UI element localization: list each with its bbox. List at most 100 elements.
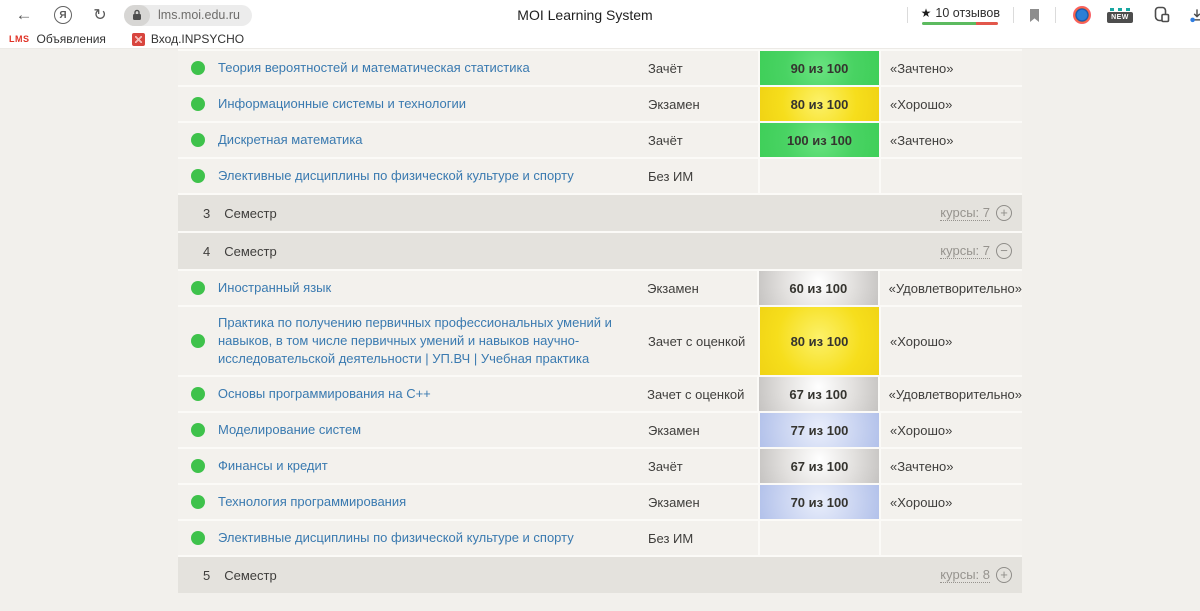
semester-label: Семестр: [224, 567, 277, 583]
rating-bar: [922, 21, 999, 25]
grade-text: «Удовлетворительно»: [888, 386, 1022, 402]
course-link[interactable]: Финансы и кредит: [218, 458, 328, 473]
indicator-cell: [178, 123, 218, 157]
crest-icon: [131, 32, 145, 46]
score-value: 70 из 100: [790, 494, 849, 510]
course-link[interactable]: Дискретная математика: [218, 132, 363, 147]
refresh-icon[interactable]: ↻: [93, 7, 107, 24]
course-title-cell: Элективные дисциплины по физической куль…: [218, 522, 648, 554]
assessment-type: Экзамен: [648, 96, 700, 112]
toolbar-right-cluster: ★ 10 отзывов NEW: [898, 0, 1200, 30]
semester-number: 5: [203, 567, 211, 583]
courses-count-link[interactable]: курсы: 7: [940, 243, 990, 259]
reviews-label: 10 отзывов: [935, 5, 1000, 20]
indicator-cell: [178, 413, 218, 447]
bookmark-item-announcements[interactable]: LMS Объявления: [8, 32, 106, 46]
courses-count-link[interactable]: курсы: 8: [940, 567, 990, 583]
status-dot-icon: [191, 423, 205, 437]
status-dot-icon: [190, 387, 205, 401]
address-bar[interactable]: lms.moi.edu.ru: [124, 4, 252, 26]
course-link[interactable]: Элективные дисциплины по физической куль…: [218, 530, 574, 545]
score-badge: 80 из 100: [758, 87, 881, 121]
lock-icon[interactable]: [124, 4, 150, 26]
score-value: 67 из 100: [790, 458, 849, 474]
assessment-type: Без ИМ: [648, 168, 694, 184]
score-badge: 70 из 100: [758, 485, 881, 519]
page-title: MOI Learning System: [517, 7, 653, 23]
url-text: lms.moi.edu.ru: [158, 8, 240, 22]
indicator-cell: [178, 307, 218, 375]
back-icon[interactable]: ←: [15, 5, 33, 24]
course-title-cell: Дискретная математика: [218, 124, 648, 156]
expand-toggle-icon[interactable]: +: [996, 567, 1012, 583]
expand-toggle-icon[interactable]: −: [996, 243, 1012, 259]
status-dot-icon: [191, 459, 205, 473]
semester-header-row: 3 Семестр курсы: 7 +: [178, 193, 1022, 231]
semester-label: Семестр: [224, 243, 277, 259]
score-badge: 67 из 100: [756, 377, 880, 411]
bookmarks-bar: LMS Объявления Вход.INPSYCHO: [0, 30, 1200, 49]
course-title-cell: Практика по получению первичных професси…: [218, 307, 648, 375]
status-dot-icon: [191, 61, 205, 75]
course-title-cell: Финансы и кредит: [218, 450, 648, 482]
expand-toggle-icon[interactable]: +: [996, 205, 1012, 221]
bookmark-item-inpsycho[interactable]: Вход.INPSYCHO: [131, 32, 244, 46]
grade-text: «Хорошо»: [890, 333, 953, 349]
screenshot-new-icon[interactable]: NEW: [1107, 7, 1133, 23]
grades-table: Теория вероятностей и математическая ста…: [178, 49, 1022, 593]
score-value: 80 из 100: [790, 96, 849, 112]
download-icon[interactable]: [1190, 5, 1200, 25]
reviews-rating[interactable]: ★ 10 отзывов: [921, 6, 1000, 25]
course-link[interactable]: Теория вероятностей и математическая ста…: [218, 60, 530, 75]
course-title-cell: Основы программирования на C++: [218, 378, 647, 410]
course-link[interactable]: Информационные системы и технологии: [218, 96, 466, 111]
course-title-cell: Моделирование систем: [218, 414, 648, 446]
assessment-type: Без ИМ: [648, 530, 694, 546]
table-row: Технология программирования Экзамен 70 и…: [178, 483, 1022, 519]
courses-count-link[interactable]: курсы: 7: [940, 205, 990, 221]
assessment-type: Зачет с оценкой: [648, 333, 746, 349]
course-title-cell: Информационные системы и технологии: [218, 88, 648, 120]
table-row: Элективные дисциплины по физической куль…: [178, 519, 1022, 555]
grade-text: «Хорошо»: [890, 422, 953, 438]
course-title-cell: Технология программирования: [218, 486, 648, 518]
status-dot-icon: [191, 531, 205, 545]
score-value: 80 из 100: [790, 333, 849, 349]
table-row: Теория вероятностей и математическая ста…: [178, 49, 1022, 85]
status-dot-icon: [190, 281, 205, 295]
course-link[interactable]: Практика по получению первичных професси…: [218, 315, 612, 366]
grade-text: «Зачтено»: [890, 132, 954, 148]
bookmark-flag-icon[interactable]: [1029, 8, 1040, 23]
table-row: Дискретная математика Зачёт 100 из 100 «…: [178, 121, 1022, 157]
course-link[interactable]: Иностранный язык: [217, 280, 332, 295]
hand-icon[interactable]: [1151, 6, 1172, 24]
indicator-cell: [178, 87, 218, 121]
assessment-type: Экзамен: [648, 494, 700, 510]
course-link[interactable]: Основы программирования на C++: [217, 386, 431, 401]
table-row: Информационные системы и технологии Экза…: [178, 85, 1022, 121]
assessment-type: Зачёт: [648, 132, 683, 148]
semester-right-cluster: курсы: 7 +: [940, 205, 1012, 221]
course-title-cell: Элективные дисциплины по физической куль…: [218, 160, 648, 192]
status-dot-icon: [191, 169, 205, 183]
teal-dashes-icon: [1110, 7, 1130, 11]
divider: [906, 7, 908, 23]
score-badge: 60 из 100: [756, 271, 880, 305]
score-badge: [758, 521, 881, 555]
semester-header-row: 4 Семестр курсы: 7 −: [178, 231, 1022, 269]
semester-header-row: 5 Семестр курсы: 8 +: [178, 555, 1022, 593]
yandex-icon[interactable]: Я: [54, 6, 72, 24]
course-link[interactable]: Моделирование систем: [218, 422, 362, 437]
grade-text: «Зачтено»: [890, 458, 954, 474]
divider: [1013, 7, 1014, 23]
score-value: 100 из 100: [786, 132, 853, 148]
score-badge: 80 из 100: [758, 307, 881, 375]
profile-avatar-icon[interactable]: [1073, 6, 1091, 24]
assessment-type: Зачет с оценкой: [647, 386, 745, 402]
score-value: 90 из 100: [790, 60, 849, 76]
course-link[interactable]: Технология программирования: [218, 494, 407, 509]
divider: [1055, 7, 1056, 23]
new-badge: NEW: [1107, 11, 1133, 23]
course-link[interactable]: Элективные дисциплины по физической куль…: [218, 168, 574, 183]
course-title-cell: Теория вероятностей и математическая ста…: [218, 52, 648, 84]
